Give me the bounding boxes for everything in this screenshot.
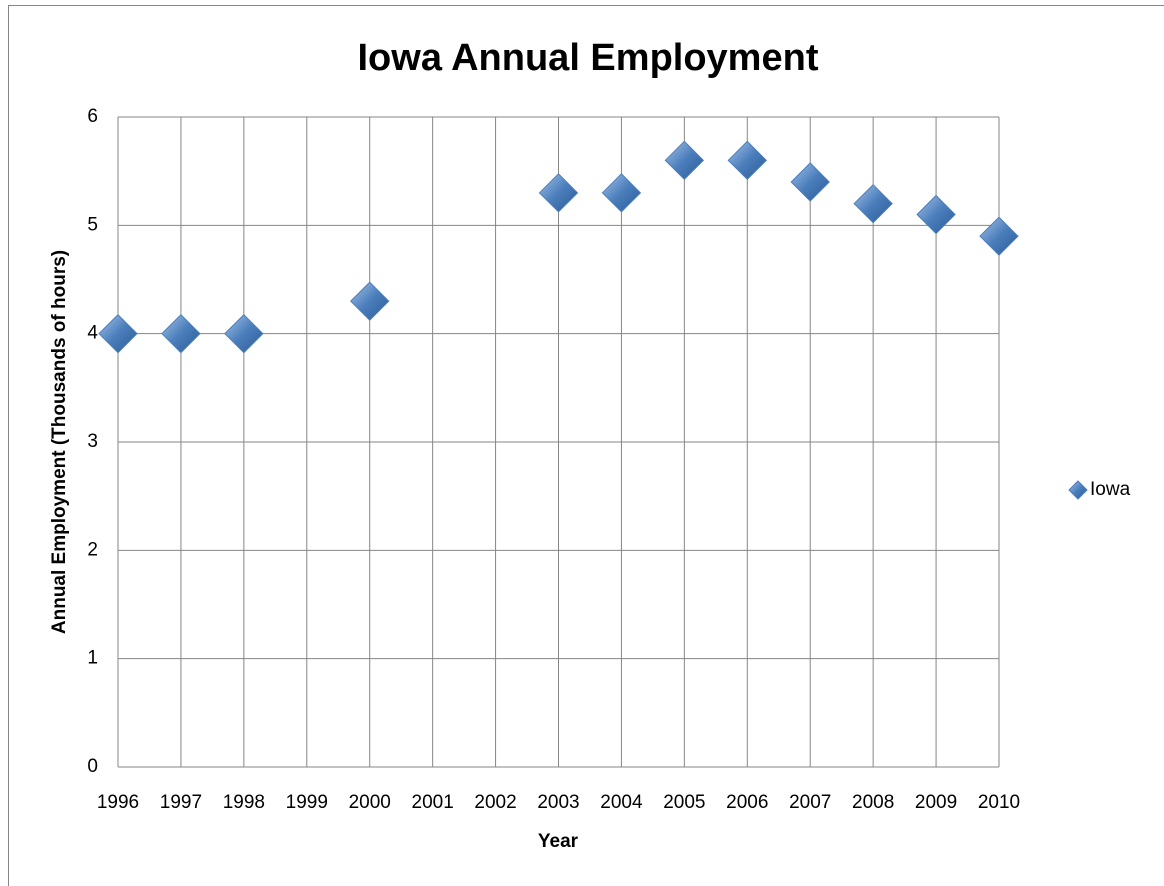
x-tick-label: 2008 xyxy=(852,792,894,813)
x-tick-label: 2001 xyxy=(412,792,454,813)
marker xyxy=(98,313,138,354)
marker xyxy=(161,313,201,354)
y-tick-label: 0 xyxy=(87,756,98,777)
x-tick-label: 2007 xyxy=(789,792,831,813)
x-tick-label: 2010 xyxy=(978,792,1020,813)
marker xyxy=(790,162,830,202)
chart-frame xyxy=(8,5,1164,886)
marker xyxy=(350,281,390,321)
marker xyxy=(727,140,767,181)
y-tick-label: 1 xyxy=(87,648,98,669)
x-tick-label: 2002 xyxy=(474,792,516,813)
y-tick-label: 6 xyxy=(87,106,98,127)
legend-marker xyxy=(1068,480,1088,500)
marker xyxy=(601,173,642,213)
marker xyxy=(664,140,705,181)
x-tick-label: 1996 xyxy=(97,792,139,813)
y-tick-label: 5 xyxy=(87,214,98,235)
x-tick-label: 2009 xyxy=(915,792,957,813)
marker xyxy=(538,173,579,213)
chart-title: Iowa Annual Employment xyxy=(358,37,819,79)
x-tick-label: 1997 xyxy=(160,792,202,813)
x-tick-label: 2005 xyxy=(663,792,705,813)
y-tick-label: 2 xyxy=(87,539,98,560)
marker xyxy=(916,194,956,235)
x-tick-label: 2000 xyxy=(349,792,391,813)
marker xyxy=(224,313,264,354)
y-tick-label: 4 xyxy=(87,323,98,344)
x-tick-label: 1999 xyxy=(286,792,328,813)
marker xyxy=(853,183,893,224)
marker xyxy=(979,216,1019,256)
x-tick-label: 1998 xyxy=(223,792,265,813)
x-tick-label: 2004 xyxy=(600,792,643,813)
legend-label: Iowa xyxy=(1090,479,1131,500)
x-tick-label: 2003 xyxy=(537,792,579,813)
y-axis-label: Annual Employment (Thousands of hours) xyxy=(49,250,70,634)
x-axis-label: Year xyxy=(538,831,579,852)
y-tick-label: 3 xyxy=(87,431,98,452)
x-tick-label: 2006 xyxy=(726,792,768,813)
